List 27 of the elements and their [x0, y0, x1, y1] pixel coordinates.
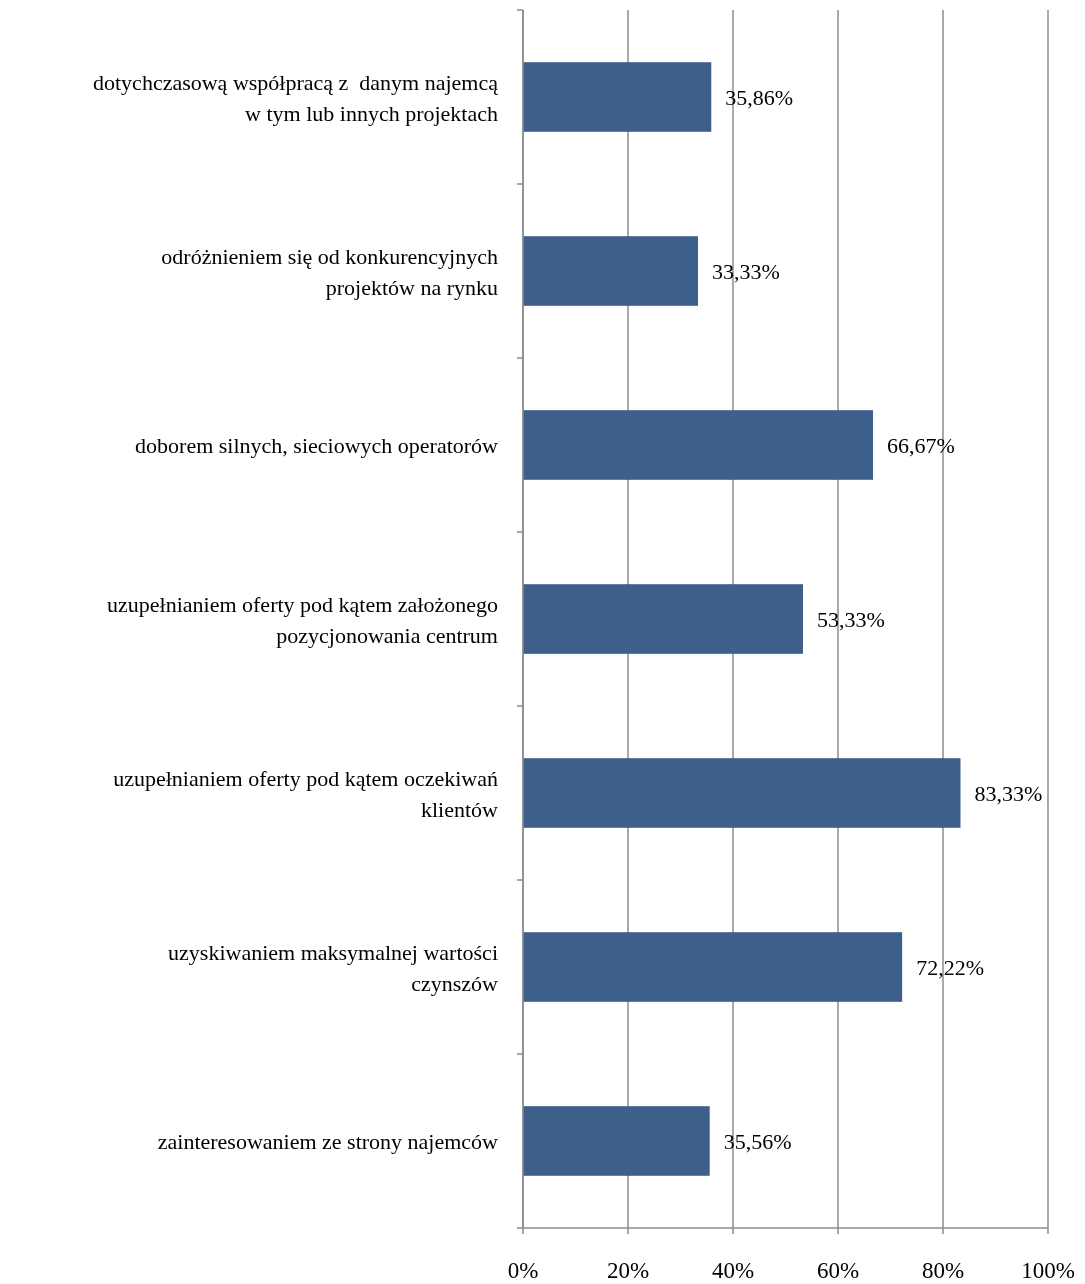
y-tick-label: dotychczasową współpracą z danym najemcą w tym lub innych projektach — [93, 69, 499, 126]
data-label: 33,33% — [711, 259, 780, 284]
data-label: 53,33% — [816, 607, 885, 632]
x-tick-label: 100% — [1021, 1258, 1075, 1283]
bar — [523, 584, 803, 654]
y-tick-label: zainteresowaniem ze strony najemców — [157, 1129, 499, 1154]
bar — [523, 758, 961, 828]
y-tick-label: uzupełnianiem oferty pod kątem założonego pozycjonowania centrum — [107, 591, 498, 648]
bar — [523, 236, 698, 306]
x-tick-label: 20% — [606, 1258, 650, 1283]
y-tick-label: doborem silnych, sieciowych operatorów — [135, 433, 499, 458]
bar — [523, 410, 874, 480]
data-label: 66,67% — [887, 433, 955, 458]
bar — [523, 932, 903, 1002]
y-tick-label: uzupełnianiem oferty pod kątem oczekiwań klientów — [113, 765, 499, 822]
bar — [523, 1106, 710, 1176]
x-tick-label: 80% — [921, 1258, 965, 1283]
x-tick-label: 0% — [507, 1258, 539, 1283]
data-label: 72,22% — [916, 955, 984, 980]
y-tick-label: odróżnieniem się od konkurencyjnych projektów na rynku — [161, 243, 498, 300]
y-tick-label: uzyskiwaniem maksymalnej wartości czynszów — [168, 939, 499, 996]
data-label: 35,56% — [723, 1129, 792, 1154]
x-tick-label: 60% — [816, 1258, 860, 1283]
x-tick-label: 40% — [711, 1258, 755, 1283]
data-label: 83,33% — [974, 781, 1043, 806]
bar — [523, 62, 712, 132]
data-label: 35,86% — [725, 85, 794, 110]
